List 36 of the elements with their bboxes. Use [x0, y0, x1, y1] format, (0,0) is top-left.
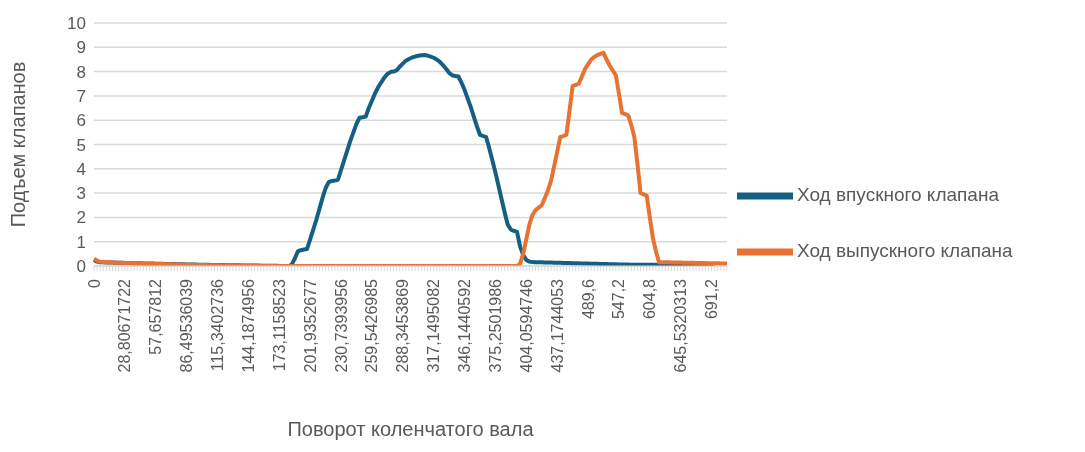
y-tick-label: 10 — [67, 14, 86, 34]
x-tick-label: 0 — [85, 278, 103, 288]
x-tick-label: 57,657812 — [147, 278, 165, 355]
y-tick-label: 6 — [76, 111, 86, 131]
x-tick-label: 437,1744053 — [548, 278, 566, 373]
x-tick-label: 317,1495082 — [425, 278, 443, 373]
y-tick-label: 3 — [76, 184, 86, 204]
x-tick-label: 404,0594746 — [517, 278, 535, 373]
y-tick-label: 2 — [76, 208, 86, 228]
y-tick-label: 0 — [76, 257, 86, 277]
x-tick-label: 230,7393956 — [332, 278, 350, 373]
x-tick-label: 375,2501986 — [486, 278, 504, 373]
x-tick-label: 547,2 — [610, 278, 628, 320]
x-tick-label: 28,80671722 — [116, 278, 134, 373]
x-tick-label: 115,3402736 — [209, 278, 227, 372]
y-tick-label: 4 — [76, 159, 86, 179]
x-tick-label: 288,3453869 — [394, 278, 412, 373]
x-tick-label: 489,6 — [579, 278, 597, 320]
x-tick-label: 691,2 — [703, 278, 721, 320]
x-tick-label: 173,1158523 — [270, 278, 288, 372]
y-tick-label: 8 — [76, 62, 86, 82]
legend-label: Ход впускного клапана — [797, 184, 999, 206]
legend-label: Ход выпускного клапана — [797, 240, 1013, 262]
x-tick-label: 604,8 — [641, 278, 659, 320]
x-tick-label: 346,1440592 — [456, 278, 474, 373]
y-tick-label: 5 — [76, 135, 86, 155]
y-tick-label: 9 — [76, 38, 86, 58]
y-tick-label: 1 — [76, 232, 86, 252]
x-tick-label: 86,49536039 — [178, 278, 196, 373]
y-tick-label: 7 — [76, 86, 86, 106]
x-tick-label: 259,5426985 — [363, 278, 381, 373]
x-axis-title: Поворот коленчатого вала — [287, 418, 535, 440]
x-tick-label: 144,1874956 — [239, 278, 257, 373]
x-tick-label: 201,9352677 — [301, 278, 319, 373]
y-axis-title: Подъем клапанов — [7, 61, 30, 228]
x-tick-label: 645,5320313 — [672, 278, 690, 373]
